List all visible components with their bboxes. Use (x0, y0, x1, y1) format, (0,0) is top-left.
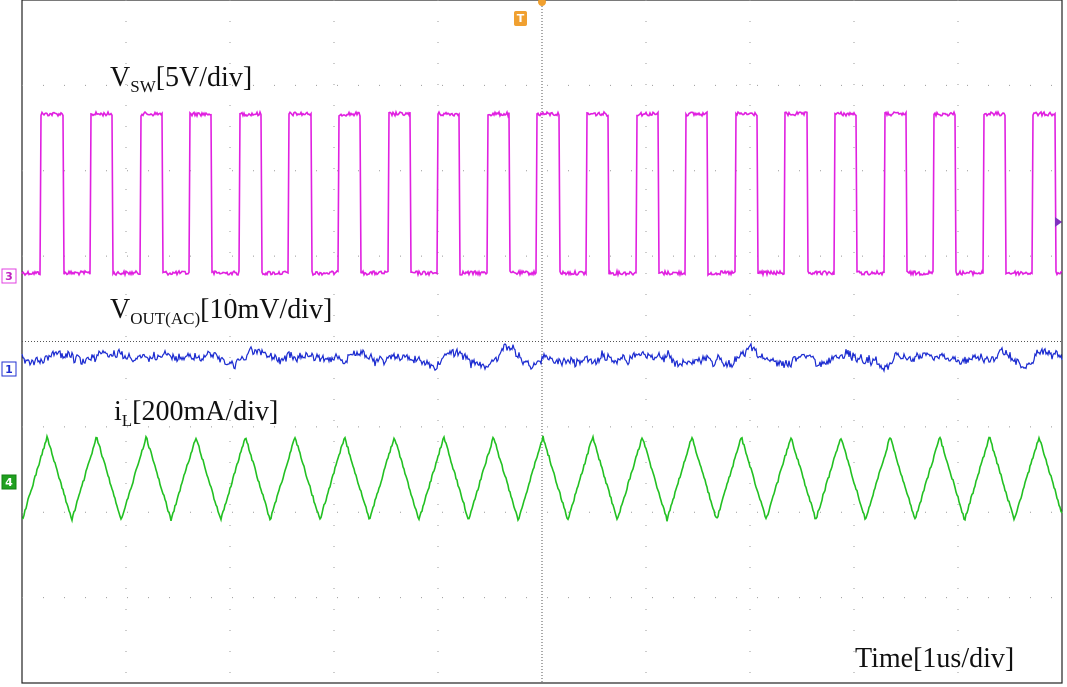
label-main: V (110, 62, 130, 93)
il-label: iL[200mA/div] (114, 396, 278, 430)
label-sub: SW (130, 77, 156, 96)
vsw-trace (21, 109, 1063, 278)
label-sub: L (122, 411, 132, 430)
trigger-marker: T (514, 0, 546, 26)
marker-text: 1 (5, 363, 13, 376)
vsw-label: VSW[5V/div] (110, 62, 252, 96)
label-sub: OUT(AC) (130, 309, 200, 328)
vout-trace (21, 342, 1063, 374)
vout-label: VOUT(AC)[10mV/div] (110, 294, 332, 328)
label-rest: [10mV/div] (200, 294, 332, 325)
label-rest: [200mA/div] (132, 396, 278, 427)
label-main: V (110, 294, 130, 325)
channel-4-marker: 4 (1, 474, 17, 490)
marker-text: T (517, 12, 525, 25)
time-label: Time[1us/div] (855, 643, 1014, 674)
marker-box (1, 268, 17, 284)
trigger-point (538, 0, 546, 6)
channel-3-marker: 3 (1, 268, 17, 284)
label-rest: [5V/div] (156, 62, 252, 93)
label-main: i (114, 396, 122, 427)
marker-text: 3 (5, 270, 13, 283)
waveforms (21, 109, 1063, 524)
marker-box (514, 11, 527, 26)
marker-box (1, 361, 17, 377)
grid (22, 0, 1062, 683)
marker-box (1, 474, 17, 490)
il-trace (21, 433, 1063, 524)
level-arrow (1055, 217, 1062, 227)
marker-text: 4 (5, 476, 13, 489)
channel-1-marker: 1 (1, 361, 17, 377)
